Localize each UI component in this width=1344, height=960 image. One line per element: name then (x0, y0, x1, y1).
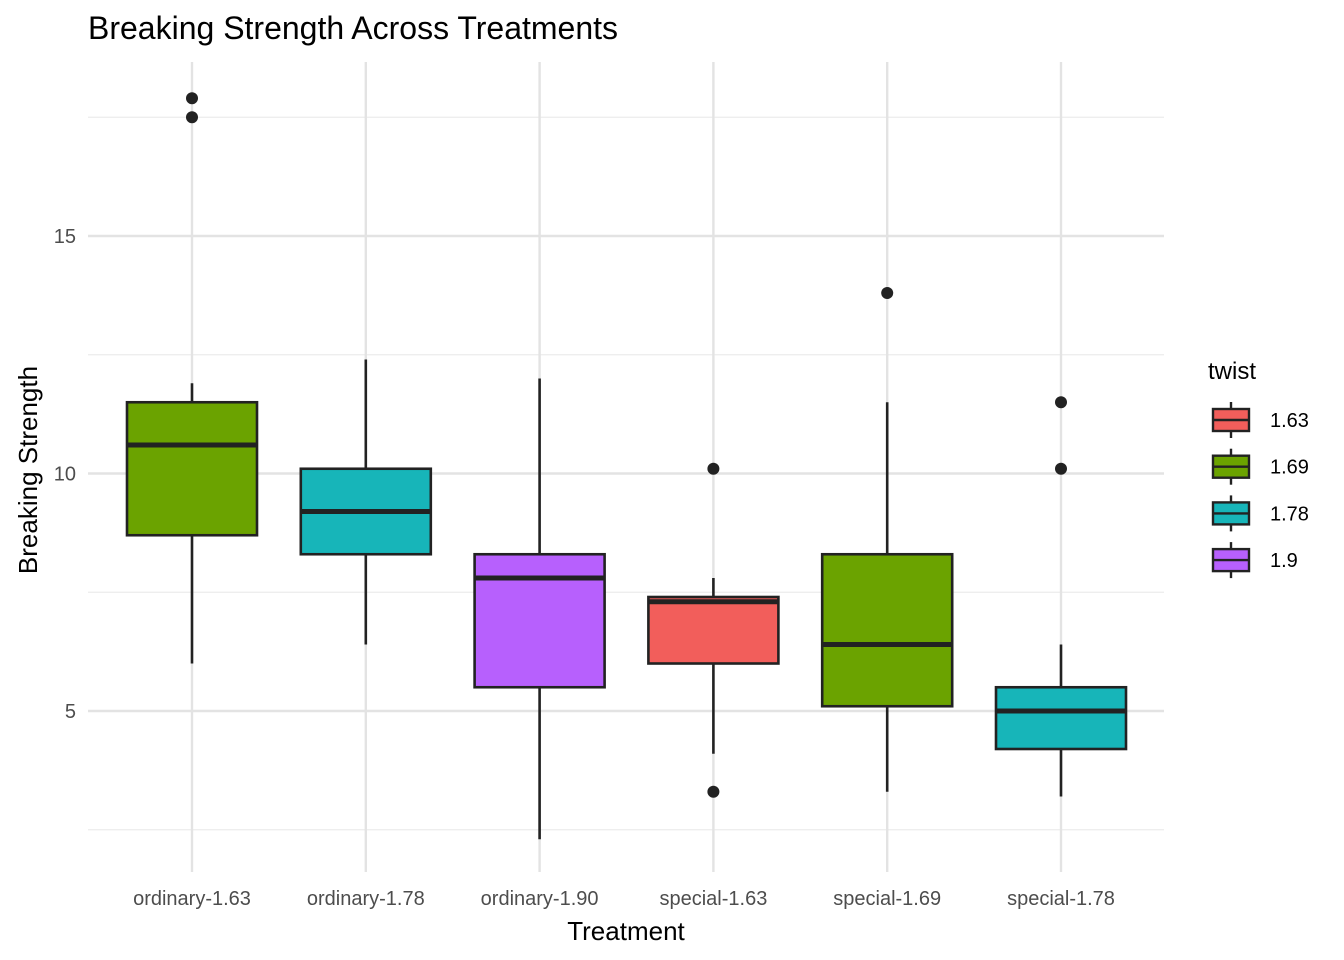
legend-label: 1.9 (1270, 550, 1298, 572)
x-tick-label: special-1.63 (659, 888, 767, 910)
x-tick-label: special-1.78 (1007, 888, 1115, 910)
box-ordinary-1.78 (299, 359, 433, 645)
x-tick-label: ordinary-1.90 (481, 888, 599, 910)
x-tick-label: ordinary-1.63 (133, 888, 251, 910)
outlier-point (186, 92, 198, 105)
outlier-point (881, 287, 894, 299)
box-ordinary-1.63 (125, 92, 259, 664)
box-iqr (473, 552, 606, 689)
legend-key-1.63 (1211, 402, 1251, 438)
outlier-point (1055, 462, 1067, 475)
outlier-point (1055, 396, 1067, 409)
chart-title: Breaking Strength Across Treatments (88, 10, 618, 46)
box-iqr (994, 685, 1128, 751)
y-tick-label: 10 (54, 464, 76, 486)
box-special-1.69 (820, 287, 954, 792)
legend-label: 1.69 (1270, 457, 1309, 479)
y-axis-title: Breaking Strength (13, 366, 43, 574)
outlier-point (707, 785, 720, 798)
outlier-point (707, 462, 720, 475)
box-special-1.78 (994, 396, 1128, 797)
legend-label: 1.63 (1270, 410, 1309, 432)
outlier-point (186, 111, 198, 124)
legend-key-1.78 (1211, 495, 1251, 532)
legend-key-1.69 (1211, 448, 1251, 485)
y-tick-label: 5 (65, 701, 76, 723)
legend-key-1.9 (1211, 542, 1251, 579)
box-iqr (125, 400, 259, 537)
y-tick-label: 15 (54, 226, 76, 248)
legend: twist 1.63 1.69 1.78 1.9 (1208, 358, 1309, 579)
box-iqr (647, 595, 780, 665)
x-tick-label: ordinary-1.78 (307, 888, 425, 910)
box-iqr (820, 552, 954, 708)
box-special-1.63 (647, 462, 780, 798)
axis-ticks: 5 10 15 ordinary-1.63 ordinary-1.78 ordinary-… (54, 226, 1115, 910)
x-axis-title: Treatment (567, 916, 685, 946)
legend-label: 1.78 (1270, 503, 1309, 525)
plot-boxes (125, 92, 1128, 840)
legend-title: twist (1208, 358, 1256, 385)
x-tick-label: special-1.69 (833, 888, 941, 910)
box-ordinary-1.90 (473, 378, 606, 840)
